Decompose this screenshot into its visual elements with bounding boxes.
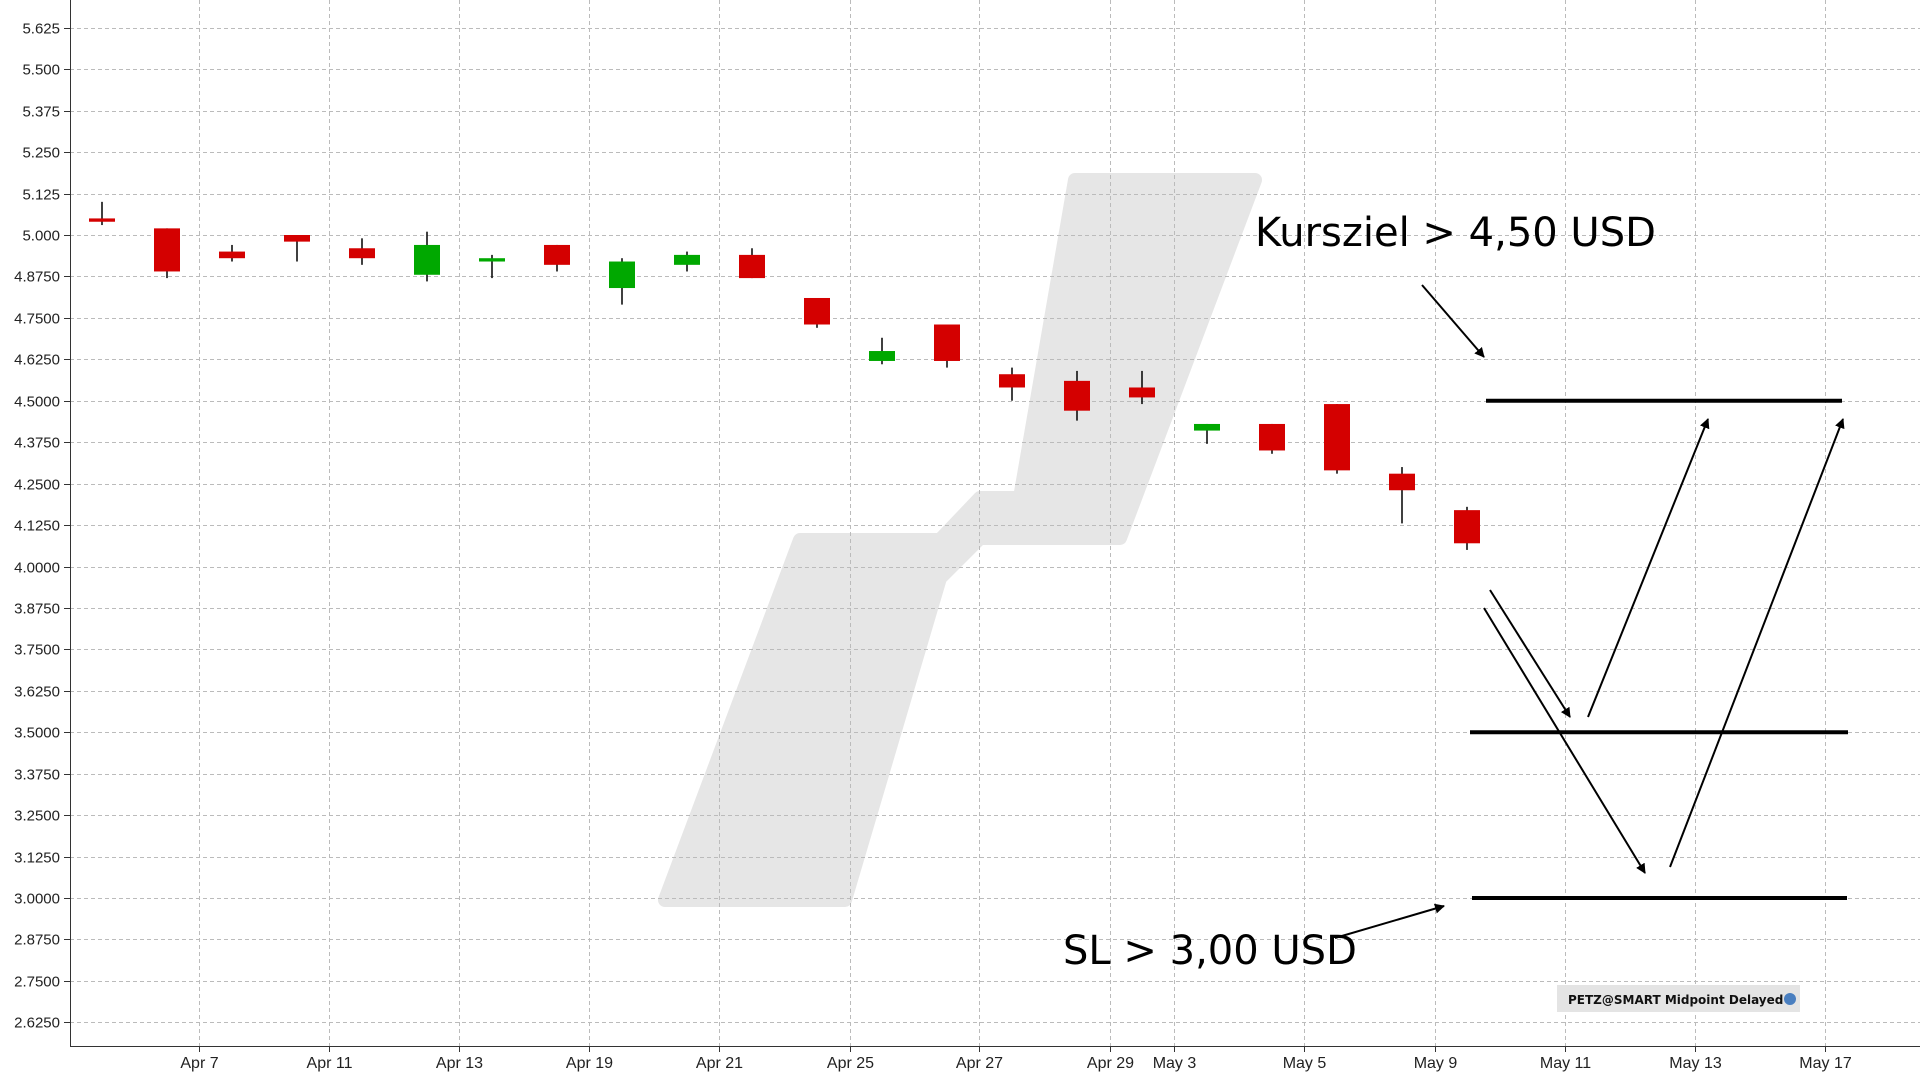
x-tick-label: Apr 19 [566, 1055, 613, 1072]
x-tick-label: May 3 [1153, 1055, 1197, 1072]
x-tick-label: May 5 [1283, 1055, 1327, 1072]
candle-body [1389, 473, 1415, 491]
candle-body [674, 254, 700, 265]
y-tick-label: 3.8750 [14, 601, 60, 618]
x-tick-label: May 17 [1799, 1055, 1852, 1072]
candle-body [219, 251, 245, 259]
candle-body [934, 324, 960, 361]
candle-body [1064, 380, 1090, 411]
arrow-up-1 [1587, 418, 1710, 718]
x-tick-label: Apr 7 [180, 1055, 218, 1072]
x-tick-label: Apr 29 [1087, 1055, 1134, 1072]
y-tick-label: 2.6250 [14, 1015, 60, 1032]
y-tick-label: 3.7500 [14, 642, 60, 659]
y-tick-label: 5.500 [22, 62, 60, 79]
x-tick-label: May 9 [1414, 1055, 1458, 1072]
candle-body [284, 235, 310, 242]
candle-body [739, 254, 765, 279]
y-tick-label: 5.000 [22, 228, 60, 245]
x-tick-label: Apr 27 [956, 1055, 1003, 1072]
candle-body [1454, 510, 1480, 544]
candle-body [869, 351, 895, 361]
stop-loss-annotation: SL > 3,00 USD [1063, 928, 1357, 974]
arrow-to-target [1421, 284, 1485, 358]
y-tick-label: 3.2500 [14, 808, 60, 825]
x-tick-label: May 11 [1540, 1055, 1591, 1072]
data-source-text: PETZ@SMART Midpoint Delayed [1568, 993, 1783, 1007]
y-tick-label: 4.7500 [14, 311, 60, 328]
target-annotation: Kursziel > 4,50 USD [1255, 210, 1656, 256]
arrow-down-2 [1483, 607, 1646, 874]
y-tick-label: 4.5000 [14, 394, 60, 411]
x-tick-label: May 13 [1669, 1055, 1722, 1072]
candle-body [349, 248, 375, 259]
candle-body [414, 244, 440, 275]
y-tick-label: 4.8750 [14, 269, 60, 286]
candle-body [89, 218, 115, 222]
x-tick-label: Apr 13 [436, 1055, 483, 1072]
y-tick-label: 5.250 [22, 145, 60, 162]
annotation-arrows [1334, 284, 1845, 939]
y-tick-label: 2.8750 [14, 932, 60, 949]
y-tick-label: 5.125 [22, 187, 60, 204]
arrow-up-2 [1669, 418, 1845, 868]
y-tick-label: 4.3750 [14, 435, 60, 452]
watermark-logo [658, 173, 1262, 907]
x-tick-label: Apr 21 [696, 1055, 743, 1072]
x-tick-label: Apr 25 [827, 1055, 874, 1072]
y-tick-label: 5.625 [22, 21, 60, 38]
y-tick-label: 3.6250 [14, 684, 60, 701]
candle-body [1129, 387, 1155, 398]
y-tick-label: 4.2500 [14, 477, 60, 494]
candle-body [1194, 423, 1220, 431]
y-tick-label: 4.6250 [14, 352, 60, 369]
data-source-badge: PETZ@SMART Midpoint Delayed [1557, 985, 1800, 1012]
candle-body [479, 258, 505, 262]
candle-body [1259, 423, 1285, 451]
x-tick-label: Apr 11 [307, 1055, 353, 1072]
candle-body [999, 374, 1025, 388]
arrow-down-1 [1489, 589, 1571, 718]
y-tick-label: 2.7500 [14, 974, 60, 991]
y-tick-label: 3.1250 [14, 850, 60, 867]
y-tick-label: 4.1250 [14, 518, 60, 535]
candle-body [154, 228, 180, 272]
arrow-to-sl [1334, 903, 1445, 939]
y-tick-label: 5.375 [22, 104, 60, 121]
candle-body [1324, 404, 1350, 471]
candle-body [609, 261, 635, 289]
y-tick-label: 4.0000 [14, 560, 60, 577]
y-tick-label: 3.5000 [14, 725, 60, 742]
y-tick-label: 3.3750 [14, 767, 60, 784]
candle-body [804, 297, 830, 325]
candle-body [544, 244, 570, 265]
globe-icon [1784, 993, 1796, 1005]
y-tick-label: 3.0000 [14, 891, 60, 908]
